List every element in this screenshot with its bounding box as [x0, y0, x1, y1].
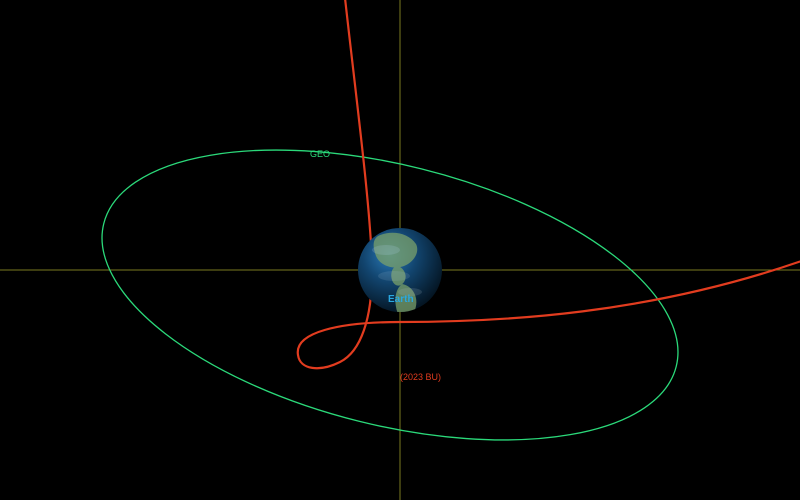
asteroid-trajectory [298, 0, 800, 368]
orbital-diagram: Earth GEO (2023 BU) [0, 0, 800, 500]
diagram-svg [0, 0, 800, 500]
